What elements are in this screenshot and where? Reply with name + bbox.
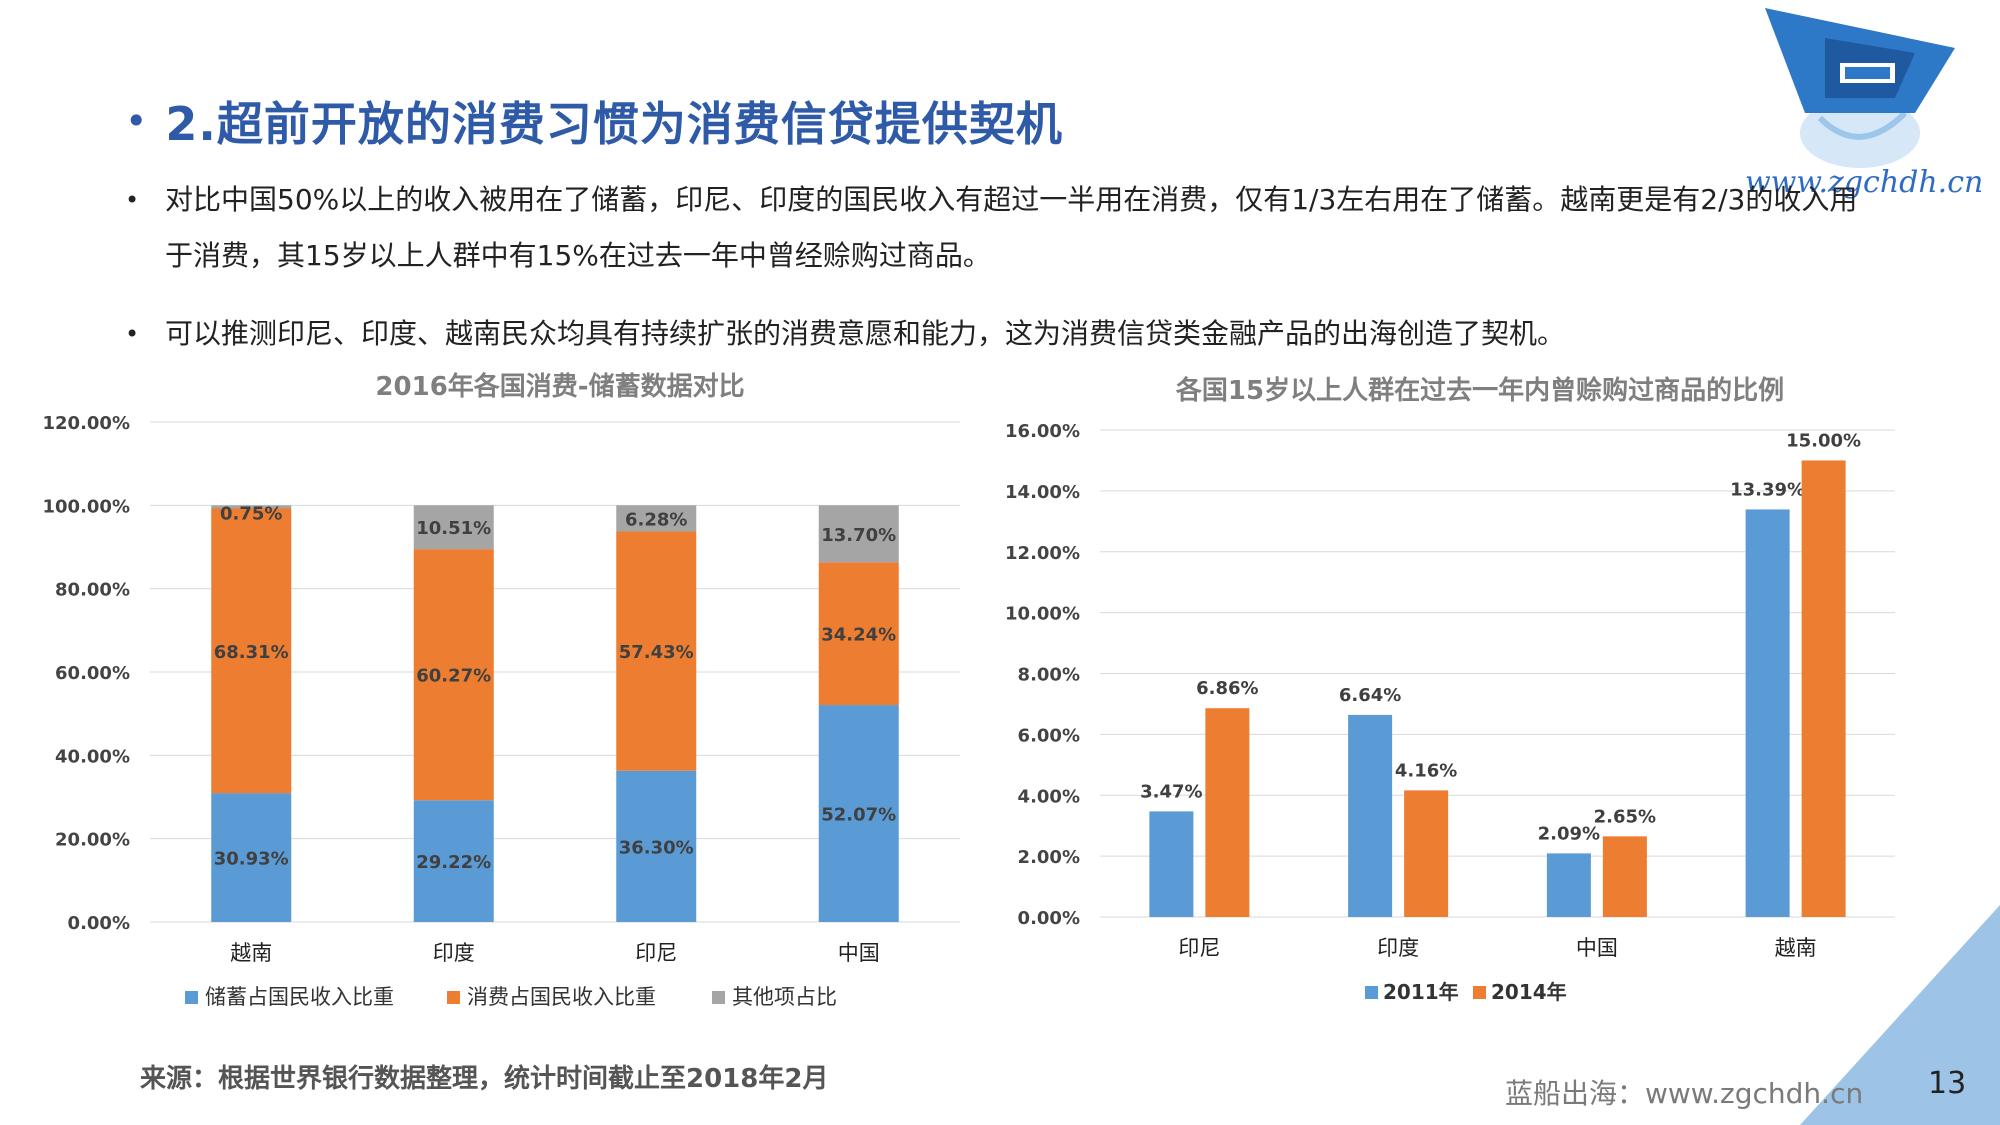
chart2-data-label: 15.00% xyxy=(1786,430,1861,451)
chart2-ytick-label: 8.00% xyxy=(1018,665,1080,686)
bullet-2-text: 可以推测印尼、印度、越南民众均具有持续扩张的消费意愿和能力，这为消费信贷类金融产… xyxy=(165,317,1566,350)
chart1-data-label: 52.07% xyxy=(821,805,896,826)
chart2-bar-1 xyxy=(1205,708,1250,917)
chart1-bar-2 xyxy=(211,505,292,509)
chart1-data-label: 68.31% xyxy=(214,642,289,663)
chart2-bar-0 xyxy=(1149,811,1194,917)
chart2-data-label: 2.09% xyxy=(1538,823,1600,844)
chart2-bar-0 xyxy=(1546,853,1591,917)
bullet-1-text: 对比中国50%以上的收入被用在了储蓄，印尼、印度的国民收入有超过一半用在消费，仅… xyxy=(165,183,1858,272)
bullet-dot: • xyxy=(125,320,140,348)
chart1-data-label: 13.70% xyxy=(821,525,896,546)
slide-title: • 2.超前开放的消费习惯为消费信贷提供契机 xyxy=(125,88,1063,154)
source-note: 来源：根据世界银行数据整理，统计时间截止至2018年2月 xyxy=(140,1064,829,1094)
chart1-bar-2 xyxy=(818,505,899,563)
chart2-legend-swatch xyxy=(1365,986,1378,999)
corner-decoration xyxy=(1800,905,2000,1125)
chart1-bar-0 xyxy=(413,800,494,922)
chart2-ytick-label: 10.00% xyxy=(1005,604,1080,625)
chart1-bar-0 xyxy=(616,770,697,922)
chart1-data-label: 29.22% xyxy=(416,852,491,873)
chart1-data-label: 0.75% xyxy=(220,503,282,524)
chart1-category-label: 中国 xyxy=(838,941,880,965)
chart2-legend-swatch xyxy=(1473,986,1486,999)
chart1-category-label: 印度 xyxy=(433,941,475,965)
chart2-title: 各国15岁以上人群在过去一年内曾赊购过商品的比例 xyxy=(1175,376,1785,406)
chart1-bar-0 xyxy=(211,793,292,922)
chart2-data-label: 13.39% xyxy=(1730,479,1805,500)
chart2-data-label: 3.47% xyxy=(1140,781,1202,802)
chart2-category-label: 印度 xyxy=(1377,936,1419,960)
chart1-bar-1 xyxy=(616,531,697,771)
bullet-1: • 对比中国50%以上的收入被用在了储蓄，印尼、印度的国民收入有超过一半用在消费… xyxy=(125,172,1885,284)
chart1-bar-2 xyxy=(616,505,697,532)
chart2-bar-1 xyxy=(1404,790,1449,917)
chart2-bar-0 xyxy=(1745,509,1790,917)
footer-brand: 蓝船出海：www.zgchdh.cn xyxy=(1505,1077,1864,1110)
chart2-category-label: 中国 xyxy=(1576,936,1618,960)
chart1-data-label: 34.24% xyxy=(821,625,896,646)
chart1-data-label: 36.30% xyxy=(619,837,694,858)
chart1-data-label: 57.43% xyxy=(619,642,694,663)
chart1-bar-1 xyxy=(818,562,899,706)
logo-url: www.zgchdh.cn xyxy=(1745,165,1984,200)
chart1-data-label: 6.28% xyxy=(625,509,687,530)
bullet-dot: • xyxy=(125,186,140,214)
chart1-ytick-label: 20.00% xyxy=(55,830,130,851)
chart1-bar-1 xyxy=(413,549,494,801)
chart2-ytick-label: 14.00% xyxy=(1005,482,1080,503)
chart1-ytick-label: 120.00% xyxy=(43,413,131,434)
title-bullet: • xyxy=(125,99,148,143)
chart2-category-label: 印尼 xyxy=(1178,936,1220,960)
chart2-data-label: 6.86% xyxy=(1196,678,1258,699)
chart2-ytick-label: 0.00% xyxy=(1018,908,1080,929)
chart1-data-label: 60.27% xyxy=(416,666,491,687)
chart1-ytick-label: 80.00% xyxy=(55,580,130,601)
chart1-legend-label: 储蓄占国民收入比重 xyxy=(205,985,394,1009)
slide-title-text: 2.超前开放的消费习惯为消费信贷提供契机 xyxy=(165,97,1063,151)
chart1-legend-swatch xyxy=(712,991,725,1004)
chart1-ytick-label: 40.00% xyxy=(55,746,130,767)
page-number: 13 xyxy=(1928,1066,1967,1101)
chart2-data-label: 2.65% xyxy=(1594,806,1656,827)
chart2-ytick-label: 12.00% xyxy=(1005,543,1080,564)
chart2-data-label: 4.16% xyxy=(1395,760,1457,781)
chart2-ytick-label: 16.00% xyxy=(1005,421,1080,442)
chart2-legend-label: 2011年 xyxy=(1383,980,1459,1004)
chart2-data-label: 6.64% xyxy=(1339,685,1401,706)
chart2-ytick-label: 6.00% xyxy=(1018,725,1080,746)
chart1-data-label: 10.51% xyxy=(416,518,491,539)
chart2-bar-1 xyxy=(1801,460,1846,917)
lueboat-logo xyxy=(1765,8,1955,168)
chart1-bar-0 xyxy=(818,705,899,922)
chart1-legend-swatch xyxy=(185,991,198,1004)
chart1-bar-1 xyxy=(211,508,292,794)
chart2-bar-0 xyxy=(1348,714,1393,917)
chart1-ytick-label: 0.00% xyxy=(68,913,130,934)
chart1-ytick-label: 100.00% xyxy=(43,496,131,517)
chart1-ytick-label: 60.00% xyxy=(55,663,130,684)
chart2-legend-label: 2014年 xyxy=(1491,980,1567,1004)
chart1-legend-label: 其他项占比 xyxy=(732,985,837,1009)
chart2-ytick-label: 4.00% xyxy=(1018,786,1080,807)
chart1-category-label: 印尼 xyxy=(635,941,677,965)
chart1-legend-swatch xyxy=(447,991,460,1004)
chart1-title: 2016年各国消费-储蓄数据对比 xyxy=(375,372,745,402)
bullet-2: • 可以推测印尼、印度、越南民众均具有持续扩张的消费意愿和能力，这为消费信贷类金… xyxy=(125,306,1885,362)
chart1-data-label: 30.93% xyxy=(214,849,289,870)
chart2-ytick-label: 2.00% xyxy=(1018,847,1080,868)
chart2-bar-1 xyxy=(1602,836,1647,917)
chart1-legend-label: 消费占国民收入比重 xyxy=(467,985,656,1009)
chart1-bar-2 xyxy=(413,505,494,550)
chart1-category-label: 越南 xyxy=(230,941,272,965)
